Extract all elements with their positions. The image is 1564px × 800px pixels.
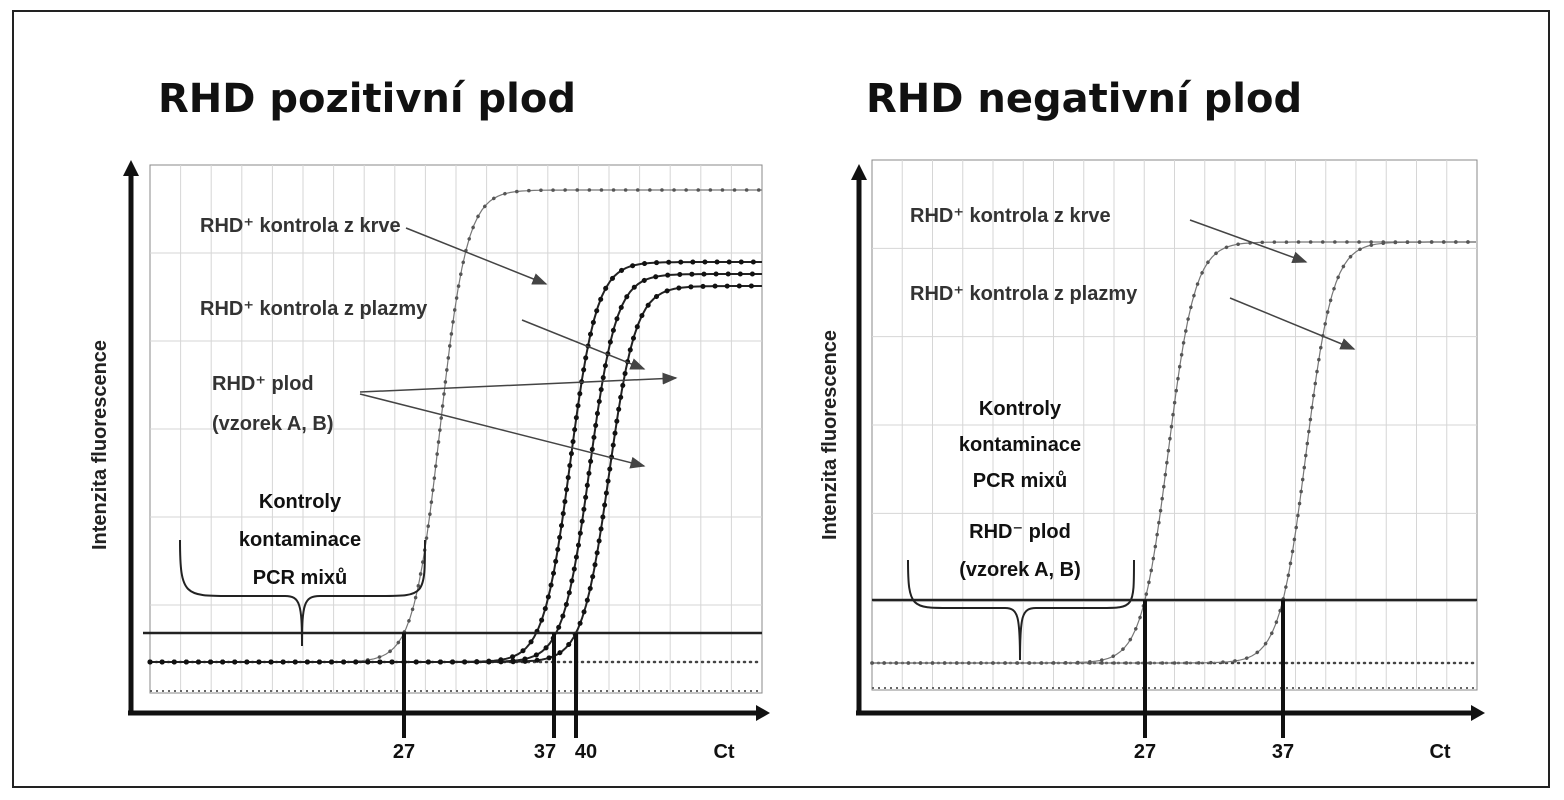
y-axis-arrow-left <box>123 160 139 176</box>
curves-right <box>870 240 1479 665</box>
series-points-ct-37 <box>870 240 1478 665</box>
y-axis-label-left: Intenzita fluorescence <box>89 340 111 550</box>
annotation-contamination-2-right: kontaminace <box>959 434 1081 456</box>
chart-title-right: RHD negativní plod <box>866 76 1303 122</box>
annotation-sample-left: (vzorek A, B) <box>212 413 334 435</box>
y-axis-label-right: Intenzita fluorescence <box>819 330 841 540</box>
grid-left <box>150 165 762 693</box>
ct-label-27-right: 27 <box>1134 741 1156 763</box>
ct-label-40-left: 40 <box>575 741 597 763</box>
annotation-contamination-3-right: PCR mixů <box>973 470 1067 492</box>
annotation-contamination-3-left: PCR mixů <box>253 567 347 589</box>
x-axis-label-right: Ct <box>1429 741 1450 763</box>
series-curve-ct-40 <box>150 285 762 663</box>
brace-right <box>907 559 1135 661</box>
annotation-plasma-control-right: RHD⁺ kontrola z plazmy <box>910 283 1138 305</box>
figure-frame <box>12 10 1550 788</box>
chart-left: 27 37 40 Ct Intenzita fluorescence RHD⁺ … <box>89 160 770 763</box>
arrow-blood-right <box>1189 219 1308 264</box>
arrow-plasma-left <box>521 319 646 370</box>
annotation-contamination-1-left: Kontroly <box>259 491 342 513</box>
x-axis-arrow-right <box>1471 705 1485 721</box>
annotation-fetus-left: RHD⁺ plod <box>212 373 314 395</box>
ct-label-27-left: 27 <box>393 741 415 763</box>
chart-right: 27 37 Ct Intenzita fluorescence RHD⁺ kon… <box>819 159 1485 763</box>
arrow-fetus-a-left <box>359 372 678 393</box>
chart-title-left: RHD pozitivní plod <box>158 76 576 122</box>
annotation-blood-control-right: RHD⁺ kontrola z krve <box>910 205 1111 227</box>
ct-label-37-right: 37 <box>1272 741 1294 763</box>
brace-left <box>179 539 426 647</box>
x-axis-arrow-left <box>756 705 770 721</box>
annotation-contamination-2-left: kontaminace <box>239 529 361 551</box>
ct-label-37-left: 37 <box>534 741 556 763</box>
annotation-rhd-negative-fetus: RHD⁻ plod <box>969 521 1071 543</box>
annotation-plasma-control-left: RHD⁺ kontrola z plazmy <box>200 298 428 320</box>
annotation-contamination-1-right: Kontroly <box>979 398 1062 420</box>
arrow-blood-left <box>405 227 548 285</box>
annotation-blood-control-left: RHD⁺ kontrola z krve <box>200 215 401 237</box>
grid-right <box>872 160 1477 690</box>
y-axis-arrow-right <box>851 164 867 180</box>
curves-left <box>147 188 765 665</box>
x-axis-label-left: Ct <box>713 741 734 763</box>
annotation-sample-right: (vzorek A, B) <box>959 559 1081 581</box>
arrow-plasma-right <box>1229 297 1356 350</box>
arrow-fetus-b-left <box>359 393 646 469</box>
